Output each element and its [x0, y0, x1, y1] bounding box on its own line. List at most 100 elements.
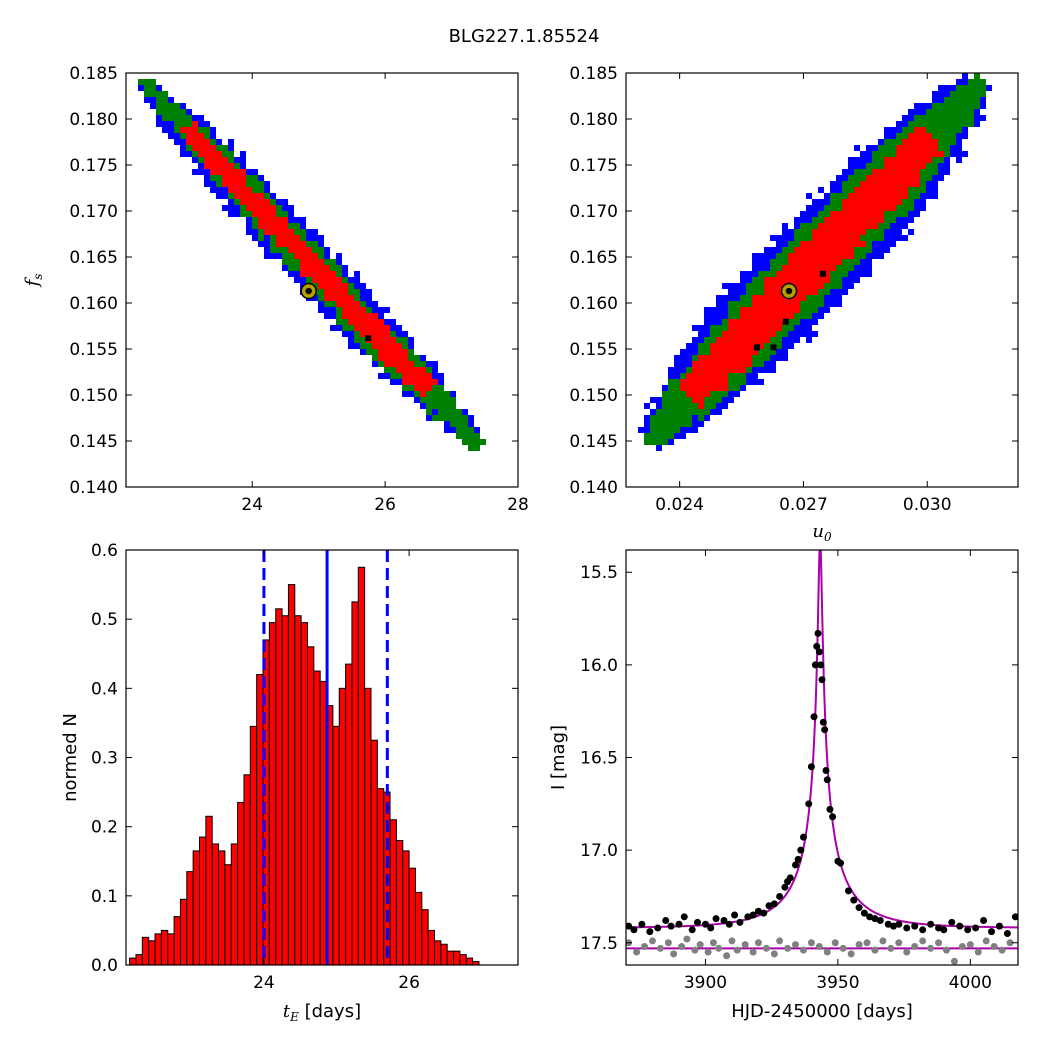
posterior-cell	[366, 349, 372, 355]
posterior-cell	[258, 193, 264, 199]
posterior-cell	[698, 397, 704, 403]
posterior-cell	[414, 355, 420, 361]
posterior-cell	[776, 283, 782, 289]
posterior-cell	[288, 205, 294, 211]
posterior-cell	[866, 181, 872, 187]
posterior-cell	[866, 259, 872, 265]
posterior-cell	[854, 187, 860, 193]
histogram-bar	[173, 916, 181, 965]
posterior-cell	[914, 169, 920, 175]
posterior-cell	[680, 367, 686, 373]
posterior-cell	[842, 175, 848, 181]
posterior-cell	[258, 181, 264, 187]
posterior-cell	[348, 289, 354, 295]
posterior-cell	[426, 385, 432, 391]
posterior-cell	[698, 331, 704, 337]
posterior-cell	[848, 223, 854, 229]
posterior-cell	[228, 181, 234, 187]
posterior-cell	[264, 223, 270, 229]
posterior-cell	[306, 229, 312, 235]
posterior-cell	[872, 157, 878, 163]
x-tick-label: 0.030	[903, 495, 952, 515]
posterior-cell	[914, 163, 920, 169]
posterior-cell	[920, 193, 926, 199]
histogram-bar	[199, 836, 207, 965]
posterior-cell	[710, 361, 716, 367]
posterior-cell	[854, 235, 860, 241]
posterior-cell	[806, 289, 812, 295]
posterior-cell	[758, 277, 764, 283]
posterior-cell	[384, 349, 390, 355]
posterior-cell	[884, 157, 890, 163]
posterior-cell	[800, 247, 806, 253]
y-tick-label: 16.0	[580, 656, 618, 676]
posterior-cell	[908, 211, 914, 217]
posterior-cell	[950, 121, 956, 127]
posterior-cell	[836, 229, 842, 235]
posterior-cell	[282, 265, 288, 271]
posterior-cell	[174, 121, 180, 127]
posterior-cell	[336, 307, 342, 313]
posterior-cell	[722, 373, 728, 379]
posterior-cell	[728, 319, 734, 325]
y-tick-label: 17.0	[580, 841, 618, 861]
posterior-cell	[842, 247, 848, 253]
posterior-cell	[818, 241, 824, 247]
posterior-cell	[354, 313, 360, 319]
black-data-point	[675, 920, 683, 928]
posterior-cell	[722, 403, 728, 409]
posterior-cell	[830, 271, 836, 277]
posterior-cell	[180, 109, 186, 115]
posterior-cell	[306, 265, 312, 271]
posterior-cell	[408, 373, 414, 379]
posterior-cell	[800, 301, 806, 307]
posterior-cell	[402, 331, 408, 337]
posterior-cell	[800, 289, 806, 295]
posterior-cell	[734, 325, 740, 331]
posterior-cell	[438, 403, 444, 409]
posterior-cell	[372, 307, 378, 313]
posterior-cell	[264, 205, 270, 211]
posterior-cell	[854, 163, 860, 169]
posterior-cell	[788, 235, 794, 241]
posterior-cell	[318, 247, 324, 253]
y-tick-label: 0.150	[69, 386, 118, 406]
posterior-cell	[962, 79, 968, 85]
posterior-cell	[770, 307, 776, 313]
posterior-cell	[294, 247, 300, 253]
posterior-cell	[794, 295, 800, 301]
posterior-cell	[914, 205, 920, 211]
posterior-cell	[908, 181, 914, 187]
posterior-cell	[258, 205, 264, 211]
posterior-cell	[210, 139, 216, 145]
posterior-cell	[468, 433, 474, 439]
black-data-point	[884, 920, 892, 928]
posterior-cell	[408, 379, 414, 385]
posterior-cell	[848, 277, 854, 283]
posterior-cell	[342, 301, 348, 307]
posterior-cell	[330, 265, 336, 271]
posterior-cell	[902, 133, 908, 139]
posterior-cell	[282, 217, 288, 223]
posterior-cell	[378, 307, 384, 313]
posterior-cell	[174, 115, 180, 121]
posterior-cell	[324, 283, 330, 289]
posterior-cell	[734, 319, 740, 325]
posterior-cell	[722, 391, 728, 397]
posterior-cell	[450, 409, 456, 415]
posterior-cell	[698, 385, 704, 391]
posterior-cell	[854, 181, 860, 187]
posterior-cell	[950, 109, 956, 115]
gray-data-point	[723, 952, 731, 960]
posterior-cell	[812, 217, 818, 223]
posterior-cell	[704, 325, 710, 331]
posterior-cell	[246, 217, 252, 223]
posterior-cell	[372, 313, 378, 319]
posterior-cell	[348, 325, 354, 331]
posterior-cell	[914, 127, 920, 133]
posterior-cell	[330, 313, 336, 319]
y-tick-label: 0.2	[91, 818, 118, 838]
posterior-cell	[228, 163, 234, 169]
posterior-cell	[740, 295, 746, 301]
